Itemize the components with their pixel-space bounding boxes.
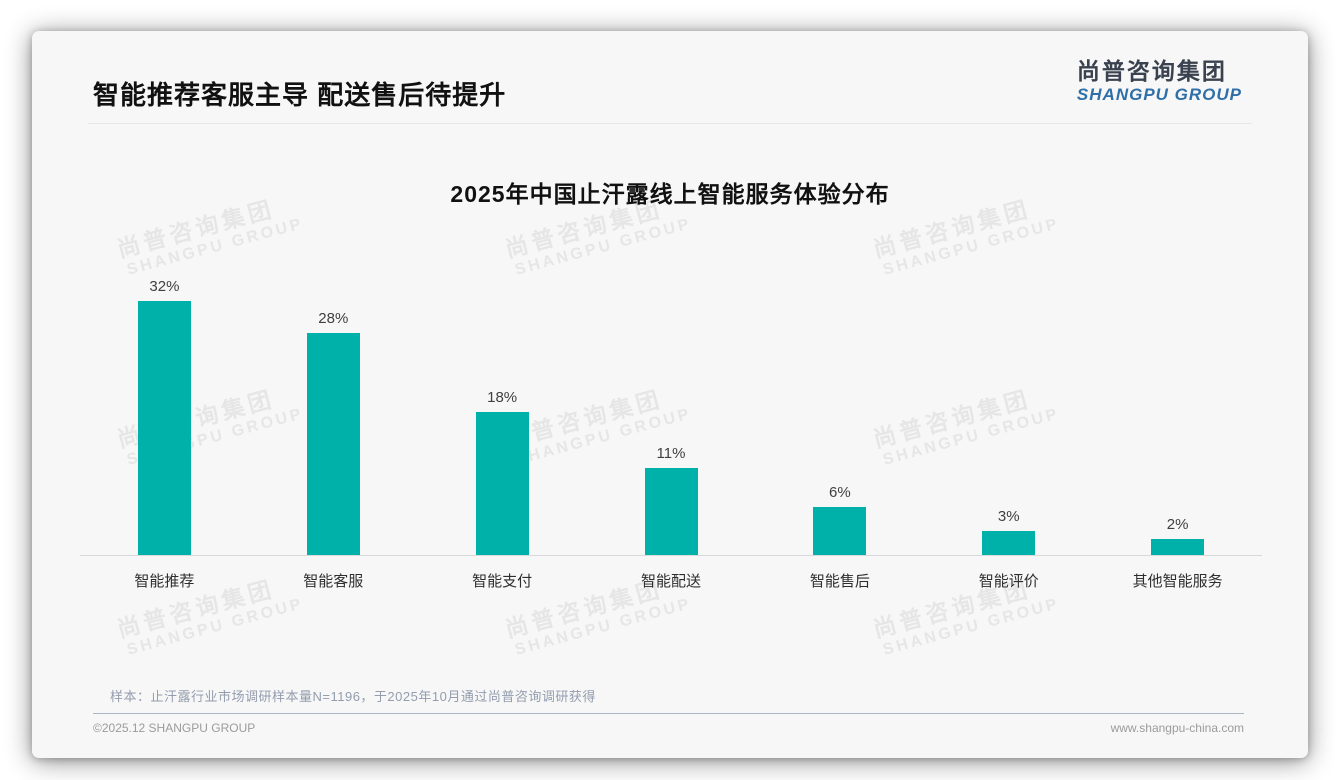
bar-column: 32% 智能推荐 — [80, 261, 249, 590]
category-label: 智能配送 — [640, 573, 701, 590]
bar — [137, 301, 191, 555]
bar — [1151, 539, 1205, 555]
category-label: 智能售后 — [809, 573, 870, 590]
category-label: 智能推荐 — [134, 573, 195, 590]
bar-column: 2% 其他智能服务 — [1093, 261, 1262, 590]
bar-value-label: 3% — [997, 508, 1020, 525]
header-divider — [88, 123, 1252, 124]
bar — [644, 468, 698, 555]
bar-column: 6% 智能售后 — [755, 261, 924, 590]
footer: ©2025.12 SHANGPU GROUP www.shangpu-china… — [93, 721, 1244, 735]
logo-english-text: SHANGPU GROUP — [1076, 85, 1242, 104]
category-label: 其他智能服务 — [1132, 573, 1223, 590]
bar — [982, 531, 1036, 555]
bar-value-label: 32% — [149, 278, 180, 295]
bar-value-label: 2% — [1166, 516, 1189, 533]
plot-area: 32% 智能推荐 28% 智能客服 18% 智能支付 11% 智能配送 6% 智能售后 3% 智能评价… — [80, 261, 1262, 590]
page-title: 智能推荐客服主导 配送售后待提升 — [93, 80, 507, 110]
category-label: 智能支付 — [472, 573, 533, 590]
category-label: 智能评价 — [978, 573, 1039, 590]
slide-card: 尚普咨询集团 SHANGPU GROUP 尚普咨询集团 SHANGPU GROUP 尚普… — [32, 31, 1308, 758]
footer-divider — [93, 713, 1244, 714]
chart-title: 2025年中国止汗露线上智能服务体验分布 — [450, 181, 890, 207]
bar — [813, 507, 867, 555]
bar — [306, 333, 360, 555]
category-label: 智能客服 — [303, 573, 364, 590]
x-axis-line — [80, 555, 1262, 556]
bar — [475, 412, 529, 555]
bar-value-label: 11% — [656, 445, 686, 462]
bar-value-label: 28% — [318, 310, 349, 327]
bar-column: 28% 智能客服 — [249, 261, 418, 590]
bar-column: 3% 智能评价 — [924, 261, 1093, 590]
sample-footnote: 样本：止汗露行业市场调研样本量N=1196，于2025年10月通过尚普咨询调研获… — [110, 689, 596, 704]
bar-value-label: 18% — [487, 389, 518, 406]
bar-column: 18% 智能支付 — [418, 261, 587, 590]
bar-value-label: 6% — [829, 484, 851, 501]
company-logo: 尚普咨询集团 SHANGPU GROUP — [1077, 57, 1242, 105]
footer-copyright: ©2025.12 SHANGPU GROUP — [93, 721, 256, 735]
bar-columns: 32% 智能推荐 28% 智能客服 18% 智能支付 11% 智能配送 6% 智能售后 3% 智能评价… — [80, 261, 1262, 590]
logo-chinese-text: 尚普咨询集团 — [1076, 58, 1227, 84]
footer-website: www.shangpu-china.com — [1110, 721, 1244, 735]
bar-column: 11% 智能配送 — [587, 261, 756, 590]
